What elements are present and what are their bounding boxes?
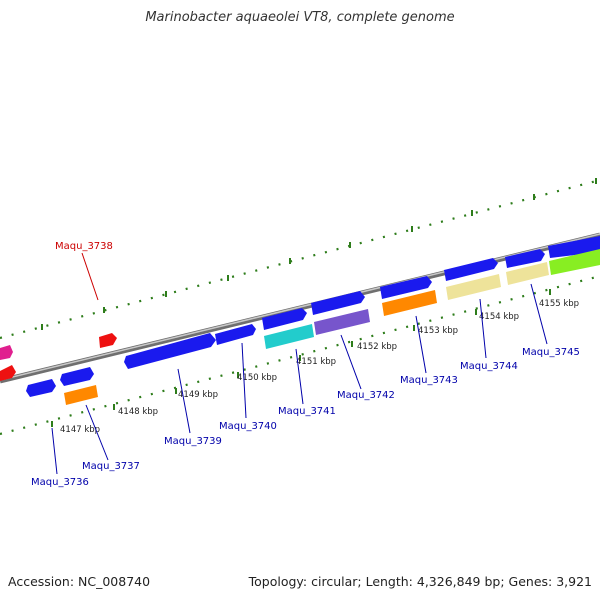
outer-major-ticks: [41, 178, 597, 330]
genome-backbone: [0, 232, 600, 384]
tick-label: 4147 kbp: [60, 425, 100, 435]
gene-label-Maqu_3736[interactable]: Maqu_3736: [31, 477, 89, 488]
gene-arrow-4150[interactable]: [215, 324, 256, 345]
gene-label-Maqu_3740[interactable]: Maqu_3740: [219, 421, 277, 432]
tick-label: 4152 kbp: [357, 342, 397, 352]
tick-label: 4149 kbp: [178, 390, 218, 400]
gene-labels: Maqu_3736 Maqu_3737 Maqu_3738 Maqu_3739 …: [31, 241, 580, 488]
gene-Maqu_3737-box[interactable]: [64, 385, 98, 405]
tick-label: 4148 kbp: [118, 407, 158, 417]
tick-label: 4150 kbp: [237, 373, 277, 383]
gene-Maqu_3743-box[interactable]: [382, 290, 437, 316]
gene-boxes-lower: [26, 249, 600, 405]
inner-tick-track: [0, 274, 600, 436]
gene-label-Maqu_3738[interactable]: Maqu_3738: [55, 241, 113, 252]
gene-Maqu_3744-upper-arrow[interactable]: [444, 258, 498, 281]
gene-feature-red-left: [0, 365, 16, 381]
gene-Maqu_3738-arrow[interactable]: [99, 333, 117, 348]
gene-Maqu_3745-box[interactable]: [506, 262, 549, 285]
gene-Maqu_3737-upper-arrow[interactable]: [60, 367, 94, 386]
gene-label-Maqu_3739[interactable]: Maqu_3739: [164, 436, 222, 447]
gene-Maqu_3745-upper-arrow[interactable]: [505, 249, 545, 268]
gene-Maqu_3736-arrow[interactable]: [26, 379, 56, 397]
accession-text: Accession: NC_008740: [8, 574, 151, 589]
gene-Maqu_3739-arrow[interactable]: [124, 333, 216, 369]
tick-label: 4154 kbp: [479, 312, 519, 322]
label-leaders: [51, 252, 548, 475]
outer-tick-track: [0, 178, 600, 340]
tick-label: 4151 kbp: [296, 357, 336, 367]
tick-label: 4155 kbp: [539, 299, 579, 309]
tick-label: 4153 kbp: [418, 326, 458, 336]
gene-Maqu_3742-box[interactable]: [314, 309, 370, 335]
gene-label-Maqu_3744[interactable]: Maqu_3744: [460, 361, 518, 372]
inner-major-ticks: [51, 289, 551, 427]
gene-box-right-edge[interactable]: [549, 249, 600, 275]
gene-Maqu_3741-upper-arrow[interactable]: [262, 308, 307, 330]
gene-label-Maqu_3742[interactable]: Maqu_3742: [337, 390, 395, 401]
gene-Maqu_3743-upper-arrow[interactable]: [380, 276, 432, 299]
gene-feature-magenta: [0, 345, 13, 360]
gene-label-Maqu_3737[interactable]: Maqu_3737: [82, 461, 140, 472]
tick-labels: 4147 kbp 4148 kbp 4149 kbp 4150 kbp 4151…: [60, 299, 579, 435]
gene-label-Maqu_3741[interactable]: Maqu_3741: [278, 406, 336, 417]
gene-Maqu_3741-box[interactable]: [264, 324, 314, 349]
gene-Maqu_3744-box[interactable]: [446, 274, 501, 300]
genome-title: Marinobacter aquaeolei VT8, complete gen…: [145, 10, 455, 25]
gene-label-Maqu_3745[interactable]: Maqu_3745: [522, 347, 580, 358]
gene-Maqu_3742-upper-arrow[interactable]: [311, 291, 365, 315]
genome-summary-text: Topology: circular; Length: 4,326,849 bp…: [248, 574, 592, 589]
gene-label-Maqu_3743[interactable]: Maqu_3743: [400, 375, 458, 386]
